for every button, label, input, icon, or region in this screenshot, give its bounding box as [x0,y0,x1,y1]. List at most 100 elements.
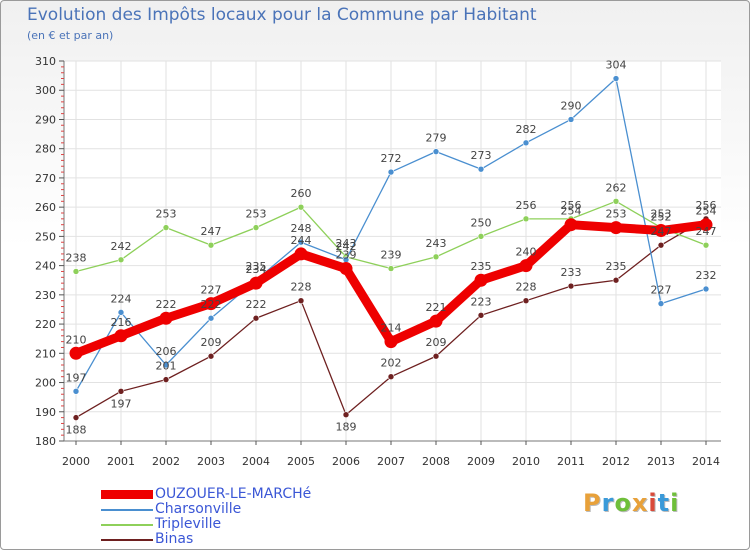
data-label: 233 [561,266,582,279]
data-label: 216 [111,316,132,329]
data-label: 247 [696,225,717,238]
data-label: 256 [561,199,582,212]
data-point [114,329,128,343]
data-label: 227 [201,284,222,297]
legend-item: Tripleville [101,516,401,532]
legend-item: Charsonville [101,501,401,517]
data-label: 253 [246,208,267,221]
data-point [387,168,395,176]
x-tick-label: 2008 [422,455,450,468]
data-point [612,75,620,82]
data-point [204,297,218,311]
data-point [612,276,620,284]
data-point [609,221,623,235]
data-point [252,314,260,322]
data-label: 244 [291,234,312,247]
data-point [477,165,485,173]
data-label: 279 [426,132,447,145]
data-label: 304 [606,59,627,72]
x-tick-label: 2001 [107,455,135,468]
y-tick-label: 300 [35,84,56,97]
data-label: 197 [66,371,87,384]
x-tick-label: 2007 [377,455,405,468]
data-label: 290 [561,99,582,112]
legend-swatch [101,524,153,526]
data-point [432,148,440,155]
data-label: 256 [516,199,537,212]
data-label: 224 [111,292,132,305]
data-point [207,314,215,322]
data-point [162,376,170,383]
data-label: 253 [651,208,672,221]
data-point [654,224,668,238]
y-tick-label: 270 [35,172,56,185]
y-tick-label: 180 [35,435,56,448]
data-label: 227 [651,284,672,297]
data-point [567,116,575,123]
data-point [477,312,485,319]
proxiti-logo: Proxiti [583,489,679,517]
data-label: 222 [201,298,222,311]
data-label: 206 [156,345,177,358]
data-point [162,224,170,231]
data-point [117,309,125,316]
legend-item: Binas [101,531,401,547]
data-label: 273 [471,149,492,162]
data-label: 209 [201,336,222,349]
data-label: 240 [516,246,537,259]
legend-label: Charsonville [155,501,242,517]
data-point [297,297,305,304]
data-label: 243 [336,237,357,250]
data-label: 254 [561,205,582,218]
data-label: 272 [381,152,402,165]
legend-swatch [101,509,153,511]
data-label: 260 [291,187,312,200]
data-label: 209 [426,336,447,349]
data-point [564,218,578,232]
data-point [387,373,395,380]
data-label: 235 [606,260,627,273]
y-tick-label: 290 [35,113,56,126]
legend-swatch [101,539,153,541]
data-label: 247 [651,225,672,238]
data-label: 262 [606,181,627,194]
data-point [339,262,353,276]
data-point [477,233,485,240]
legend: OUZOUER-LE-MARCHé Charsonville Tripleville… [101,486,401,547]
data-label: 228 [516,281,537,294]
x-tick-label: 2000 [62,455,90,468]
data-point [519,259,533,273]
data-point [297,238,305,246]
data-point [699,218,713,232]
x-tick-label: 2010 [512,455,540,468]
legend-swatch [101,490,153,499]
data-label: 188 [66,424,87,437]
data-label: 202 [381,357,402,370]
data-point [72,414,80,421]
data-point [294,247,308,261]
data-point [297,203,305,211]
data-label: 232 [696,269,717,282]
data-point [342,411,350,418]
y-tick-label: 260 [35,201,56,214]
data-point [207,352,215,360]
data-label: 210 [66,333,87,346]
logo-letter: o [614,489,632,517]
data-point [702,285,710,293]
y-tick-label: 310 [35,55,56,68]
data-label: 253 [156,208,177,221]
data-point [612,198,620,205]
logo-letter: r [601,489,615,517]
x-tick-label: 2006 [332,455,360,468]
data-point [522,297,530,304]
data-point [429,314,443,328]
logo-letter: x [631,489,649,517]
data-label: 242 [336,240,357,253]
data-label: 254 [696,205,717,218]
data-point [384,335,398,349]
data-point [567,282,575,290]
y-tick-label: 250 [35,230,56,243]
x-tick-label: 2003 [197,455,225,468]
data-label: 235 [471,260,492,273]
